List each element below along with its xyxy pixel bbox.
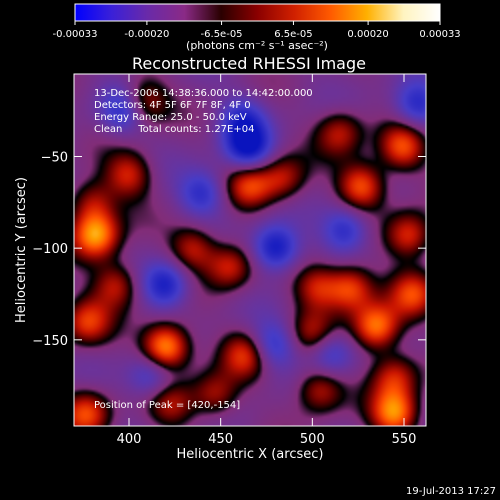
x-tick-label: 550: [392, 432, 417, 447]
annotation-energy: Energy Range: 25.0 - 50.0 keV: [94, 112, 247, 123]
colorbar-tick-label: 6.5e-05: [274, 29, 312, 40]
annotation-detectors: Detectors: 4F 5F 6F 7F 8F, 4F 0: [94, 100, 251, 111]
colorbar-tick-label: -6.5e-05: [201, 29, 243, 40]
annotation-time: 13-Dec-2006 14:38:36.000 to 14:42:00.000: [94, 88, 313, 99]
info-annotations: 13-Dec-2006 14:38:36.000 to 14:42:00.000…: [94, 88, 313, 135]
x-axis-label: Heliocentric X (arcsec): [177, 447, 324, 462]
colorbar-tick-label: -0.00033: [53, 29, 98, 40]
y-tick-labels: −50 −100 −150: [32, 151, 68, 349]
x-tick-label: 450: [208, 432, 233, 447]
colorbar-ticks: [74, 21, 441, 25]
y-tick-label: −150: [32, 334, 68, 349]
timestamp: 19-Jul-2013 17:27: [406, 486, 496, 497]
x-tick-label: 500: [300, 432, 325, 447]
heatmap-canvas: [74, 74, 426, 426]
annotation-clean: Clean Total counts: 1.27E+04: [94, 124, 254, 135]
plot-frame: [73, 73, 427, 427]
colorbar-units: (photons cm⁻² s⁻¹ asec⁻²): [186, 39, 328, 52]
x-tick-labels: 400 450 500 550: [117, 432, 417, 447]
colorbar: [74, 3, 441, 22]
colorbar-tick-label: 0.00033: [419, 29, 460, 40]
y-tick-label: −100: [32, 242, 68, 257]
axis-ticks: [74, 74, 426, 426]
peak-position-label: Position of Peak = [420,-154]: [94, 400, 240, 411]
colorbar-tick-label: 0.00020: [347, 29, 388, 40]
y-axis-label: Heliocentric Y (arcsec): [14, 177, 29, 323]
chart-title: Reconstructed RHESSI Image: [132, 54, 366, 73]
x-tick-label: 400: [117, 432, 142, 447]
colorbar-tick-label: -0.00020: [124, 29, 169, 40]
colorbar-tick-labels: -0.00033 -0.00020 -6.5e-05 6.5e-05 0.00020 0.…: [53, 29, 461, 40]
y-tick-label: −50: [41, 151, 68, 166]
